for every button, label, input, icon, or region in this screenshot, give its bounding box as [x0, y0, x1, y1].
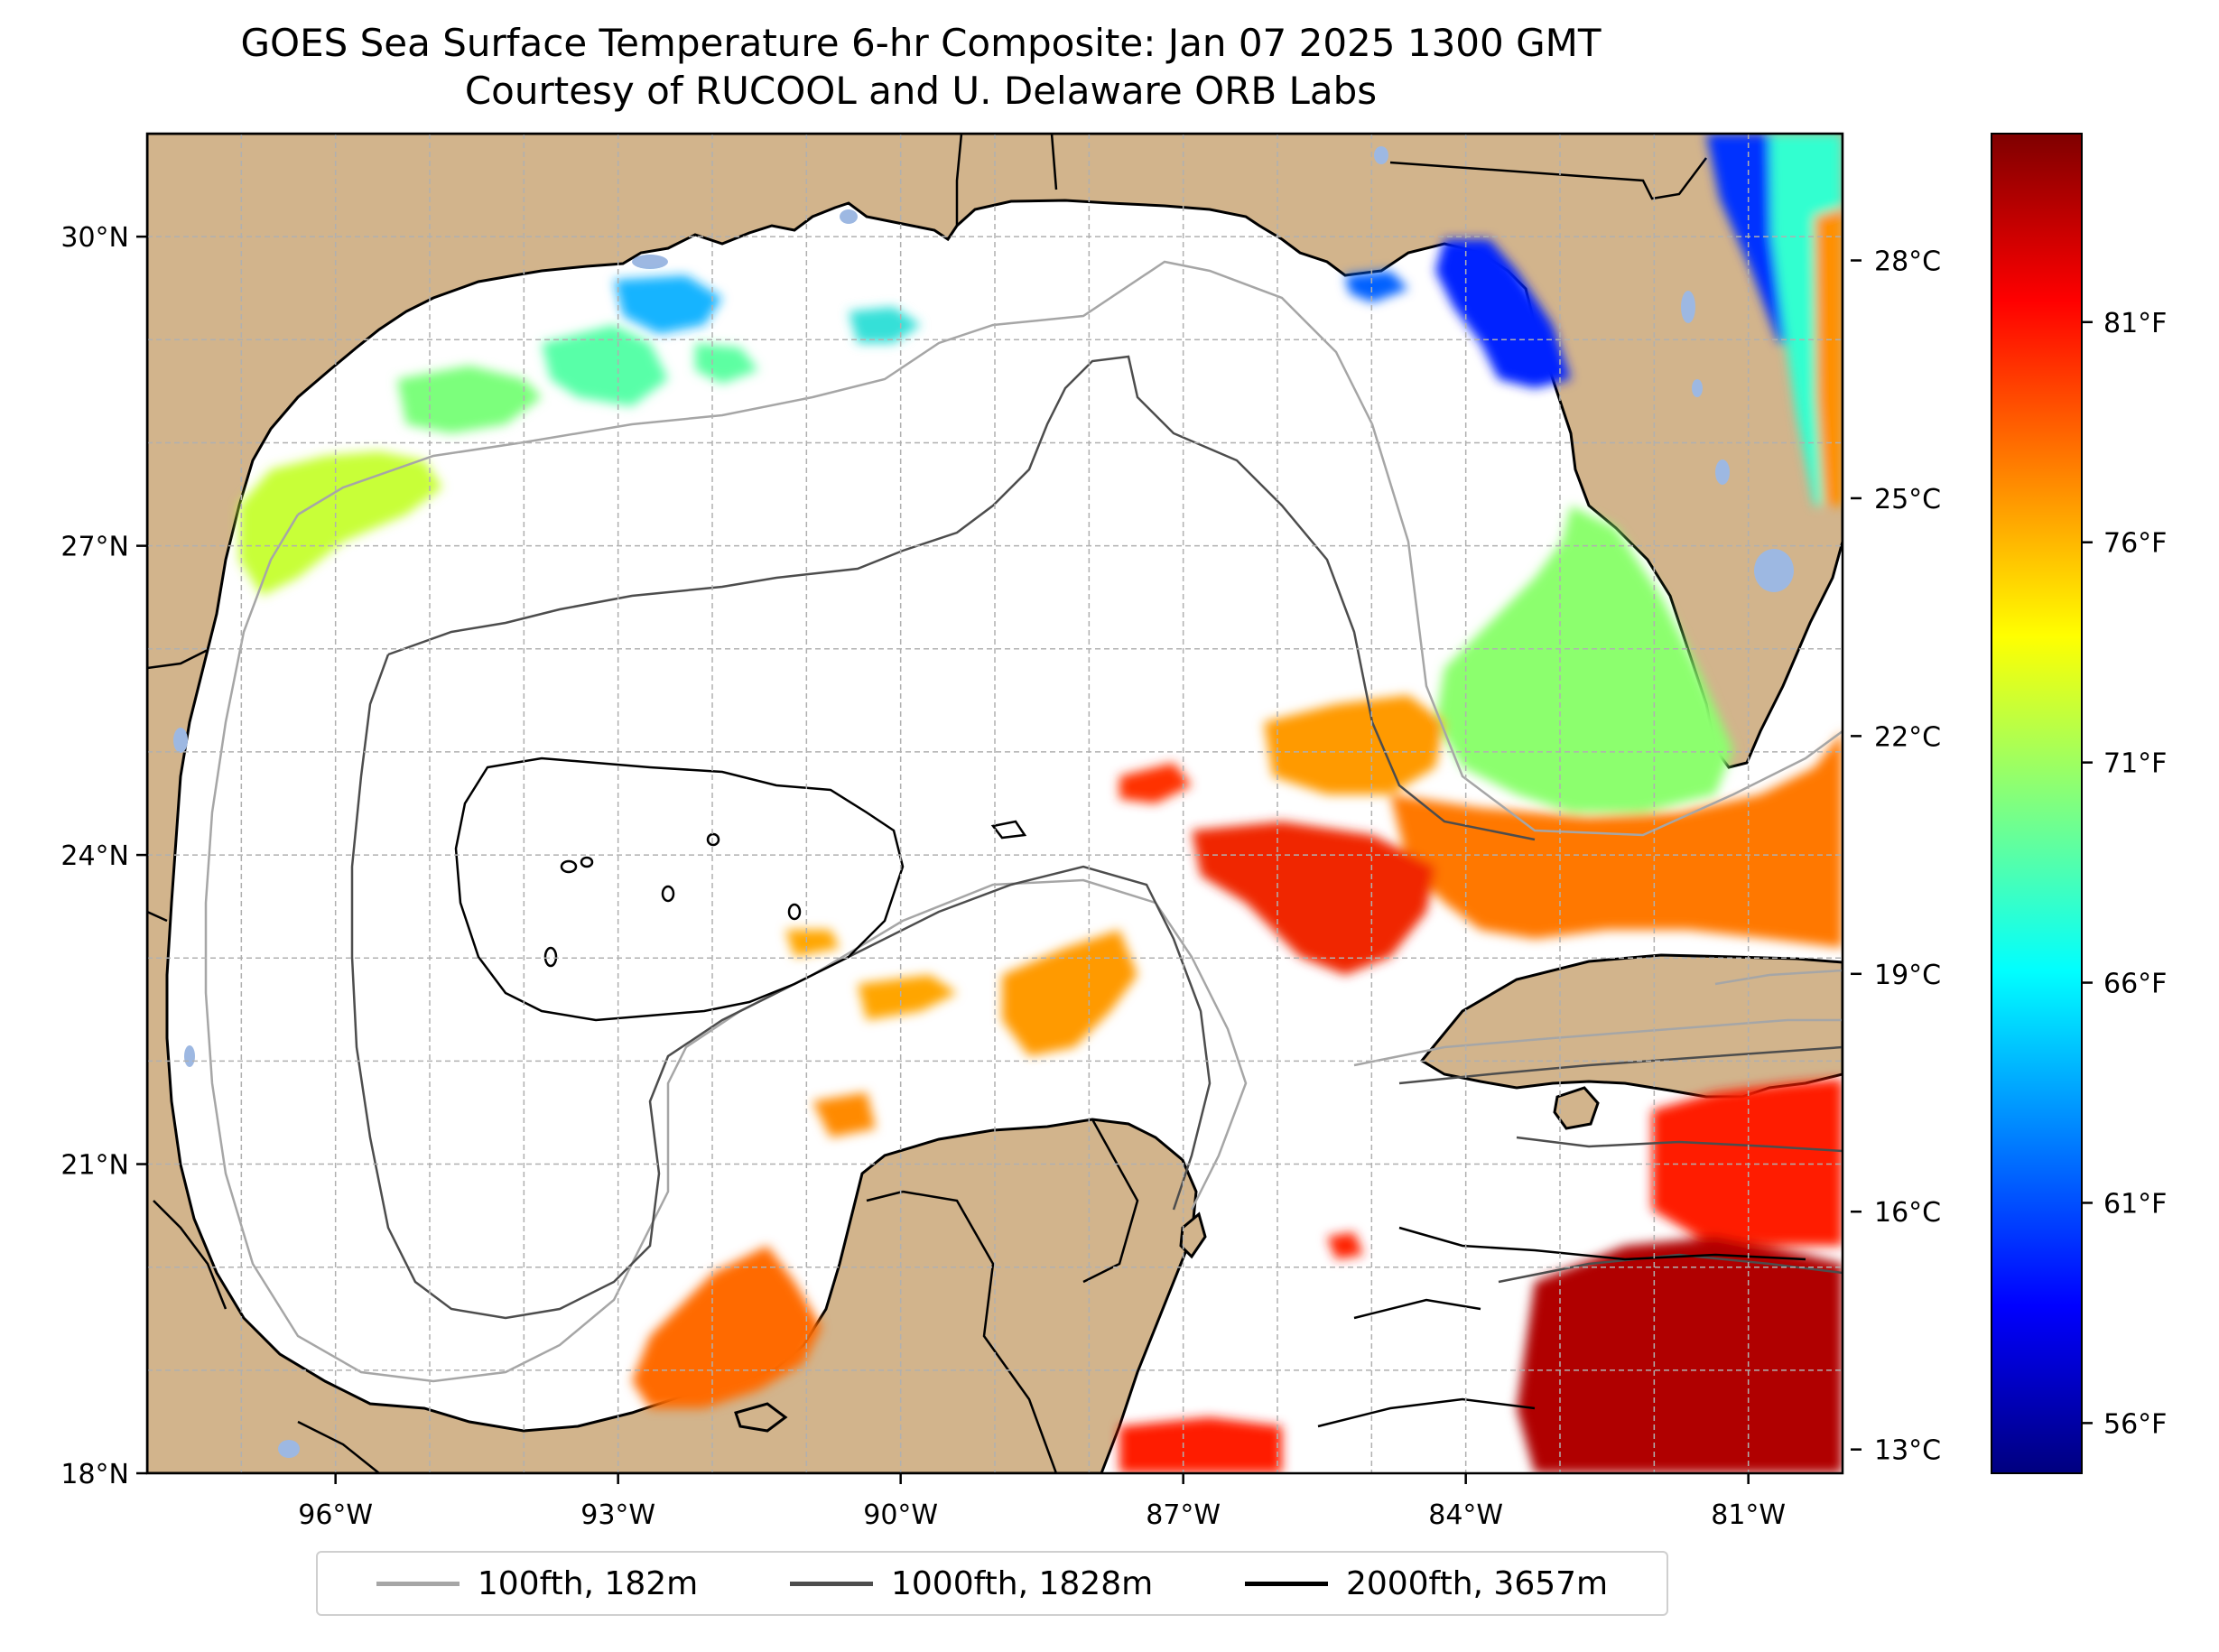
gridlines — [147, 134, 1843, 1473]
sst-patch-delta — [849, 307, 921, 343]
chart-title: GOES Sea Surface Temperature 6-hr Compos… — [240, 21, 1602, 65]
colorbar-celsius-ticks: 13°C 16°C 19°C 22°C 25°C 28°C — [1851, 246, 1941, 1467]
bathymetry-legend: 100fth, 182m 1000fth, 1828m 2000fth, 365… — [316, 1551, 1668, 1616]
celsius-tick-label: 16°C — [1874, 1197, 1941, 1229]
fahrenheit-tick-label: 76°F — [2103, 528, 2167, 560]
sst-patch-apalachicola — [1345, 271, 1408, 302]
sst-patch-texas-upper — [397, 366, 542, 433]
colorbar: 13°C 16°C 19°C 22°C 25°C 28°C 56°F 61°F 66°F 71°… — [1851, 133, 2167, 1474]
sst-patch-west-florida-shelf — [1435, 506, 1733, 812]
legend-label-100fth: 100fth, 182m — [477, 1564, 699, 1602]
sst-patch-central-gulf — [1002, 930, 1137, 1056]
fahrenheit-tick-label: 71°F — [2103, 748, 2167, 780]
sst-patch-texas-shelf — [239, 451, 442, 596]
legend-swatch-100fth — [376, 1581, 460, 1586]
chart-subtitle: Courtesy of RUCOOL and U. Delaware ORB L… — [464, 69, 1378, 113]
legend-item-100fth: 100fth, 182m — [376, 1565, 698, 1602]
sst-patch-big-bend — [1435, 239, 1571, 388]
sst-patch-central-gulf-3 — [785, 930, 840, 957]
bathymetry-100fth — [204, 260, 1843, 1383]
sst-patch-campeche — [812, 1092, 876, 1137]
sst-patch-loop-current — [1192, 821, 1435, 975]
legend-swatch-1000fth — [790, 1581, 873, 1586]
sst-patch-gulf-loop-north — [1264, 695, 1444, 794]
lon-tick-label: 87°W — [1146, 1499, 1221, 1531]
fahrenheit-tick-label: 66°F — [2103, 969, 2167, 1000]
sst-patch-atlantic-warm — [1815, 208, 1843, 506]
sst-data-layer — [239, 134, 1843, 1473]
sst-patch-louisiana-east — [695, 343, 758, 384]
colorbar-fahrenheit-ticks: 56°F 61°F 66°F 71°F 76°F 81°F — [2082, 308, 2167, 1440]
sst-patch-louisiana-west — [542, 325, 668, 406]
legend-swatch-2000fth — [1244, 1581, 1328, 1586]
celsius-tick-label: 25°C — [1874, 484, 1941, 515]
celsius-tick-label: 13°C — [1874, 1435, 1941, 1467]
lat-tick-label: 21°N — [60, 1150, 129, 1182]
legend-item-1000fth: 1000fth, 1828m — [790, 1565, 1153, 1602]
colorbar-frame — [1991, 133, 2083, 1474]
legend-item-2000fth: 2000fth, 3657m — [1244, 1564, 1609, 1602]
sst-patch-caribbean-south — [1517, 1237, 1843, 1473]
longitude-axis: 96°W 93°W 90°W 87°W 84°W 81°W — [298, 1473, 1786, 1531]
sst-patch-louisiana-blue — [614, 275, 722, 334]
sst-patch-honduras — [1119, 1417, 1282, 1473]
map-area — [147, 134, 1843, 1473]
map-frame — [145, 132, 1844, 1475]
sst-patch-yucatan-channel — [1327, 1232, 1363, 1259]
fahrenheit-tick-label: 81°F — [2103, 308, 2167, 339]
legend-label-1000fth: 1000fth, 1828m — [891, 1564, 1154, 1602]
lon-tick-label: 81°W — [1711, 1499, 1786, 1531]
latitude-axis: 18°N 21°N 24°N 27°N 30°N — [60, 222, 147, 1490]
fahrenheit-tick-label: 61°F — [2103, 1188, 2167, 1220]
sst-patch-loop-west — [1119, 763, 1192, 803]
celsius-tick-label: 22°C — [1874, 721, 1941, 753]
bathymetry-2000fth — [454, 756, 1806, 1428]
legend-label-2000fth: 2000fth, 3657m — [1345, 1564, 1609, 1602]
sst-patch-bay-of-campeche — [632, 1246, 822, 1408]
lakes — [173, 146, 1794, 1458]
country-borders — [147, 134, 1707, 1473]
lon-tick-label: 93°W — [580, 1499, 655, 1531]
sst-patch-florida-keys — [1390, 731, 1843, 948]
lon-tick-label: 90°W — [863, 1499, 938, 1531]
lat-tick-label: 18°N — [60, 1459, 129, 1490]
bathymetry-1000fth — [350, 355, 1843, 1320]
land-small-island — [734, 1402, 788, 1433]
celsius-tick-label: 19°C — [1874, 960, 1941, 991]
fahrenheit-tick-label: 56°F — [2103, 1408, 2167, 1440]
colorbar-gradient — [1992, 134, 2082, 1473]
lat-tick-label: 27°N — [60, 532, 129, 563]
sst-patch-caribbean-north — [1652, 1079, 1843, 1246]
lon-tick-label: 96°W — [298, 1499, 373, 1531]
land-isla-juventud — [1553, 1086, 1600, 1130]
lat-tick-label: 30°N — [60, 222, 129, 254]
celsius-tick-label: 28°C — [1874, 246, 1941, 277]
land-cozumel — [1179, 1211, 1207, 1259]
lat-tick-label: 24°N — [60, 840, 129, 872]
lon-tick-label: 84°W — [1428, 1499, 1503, 1531]
sst-patch-central-gulf-2 — [858, 975, 957, 1020]
